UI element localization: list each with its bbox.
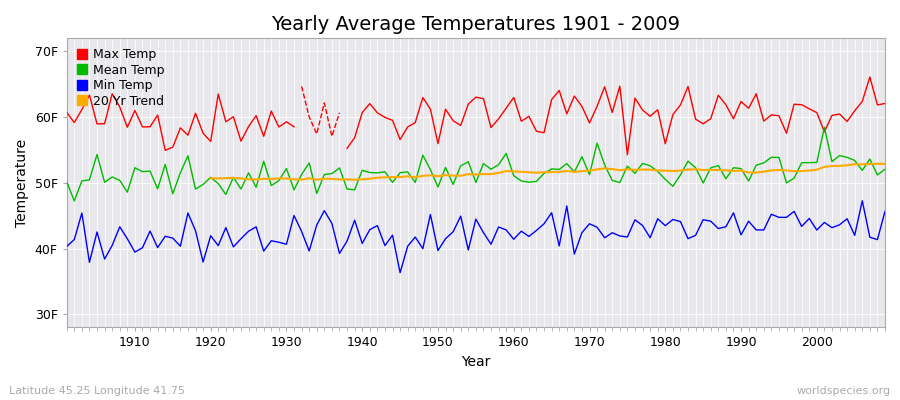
Text: Latitude 45.25 Longitude 41.75: Latitude 45.25 Longitude 41.75 <box>9 386 185 396</box>
Y-axis label: Temperature: Temperature <box>15 139 29 227</box>
Title: Yearly Average Temperatures 1901 - 2009: Yearly Average Temperatures 1901 - 2009 <box>272 15 680 34</box>
X-axis label: Year: Year <box>461 355 491 369</box>
Legend: Max Temp, Mean Temp, Min Temp, 20 Yr Trend: Max Temp, Mean Temp, Min Temp, 20 Yr Tre… <box>73 44 168 112</box>
Text: worldspecies.org: worldspecies.org <box>796 386 891 396</box>
